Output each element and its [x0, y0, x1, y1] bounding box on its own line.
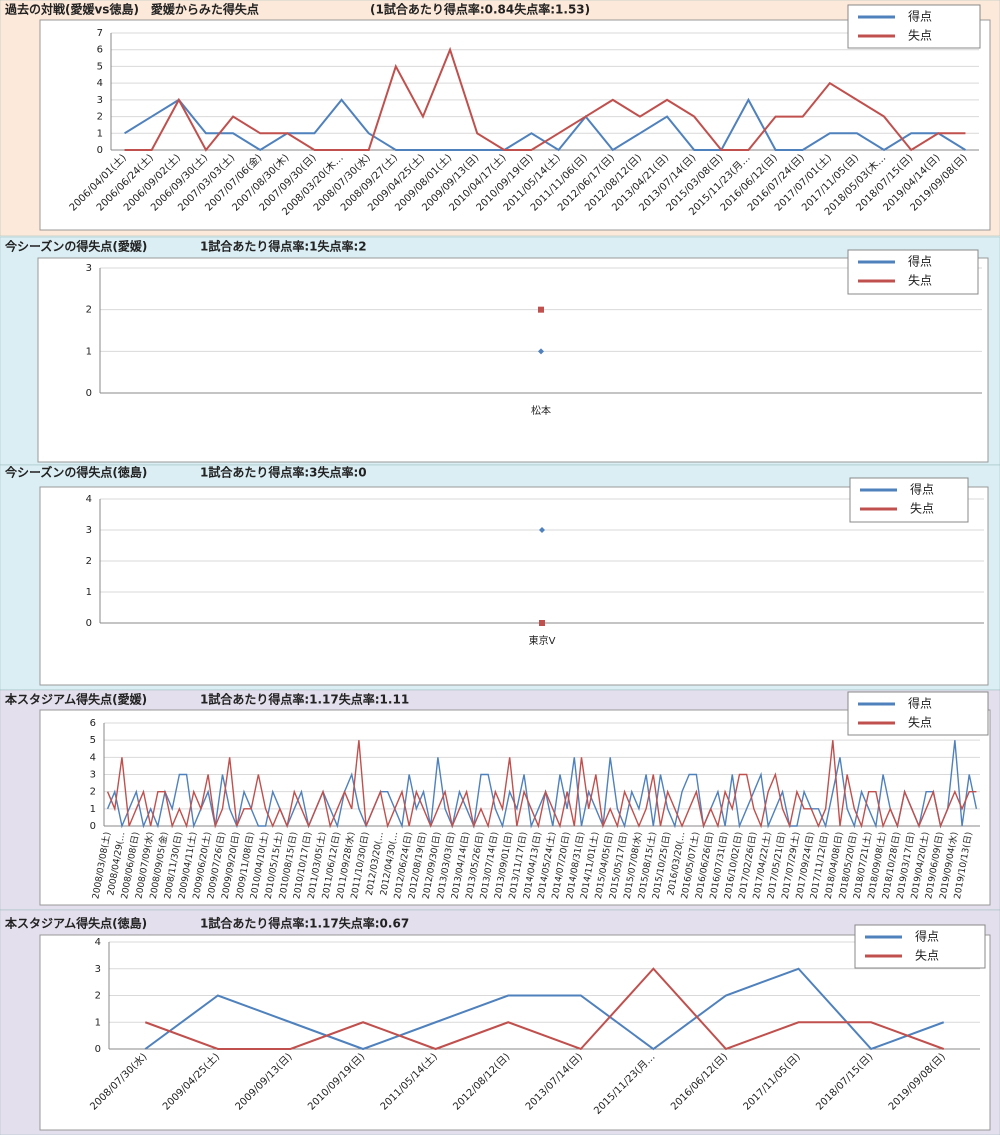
legend-label: 失点 — [908, 28, 932, 43]
y-tick-label: 1 — [86, 346, 92, 357]
legend-box — [847, 249, 979, 295]
series-line — [144, 967, 945, 1051]
chart-title: 今シーズンの得失点(徳島) — [5, 465, 147, 480]
legend-label: 失点 — [910, 501, 934, 516]
y-tick-label: 4 — [90, 752, 96, 763]
legend-label: 得点 — [908, 9, 932, 24]
chart-title: 本スタジアム得失点(徳島) — [4, 916, 147, 931]
chart-subtitle: (1試合あたり得点率:0.84失点率:1.53) — [370, 2, 590, 17]
chart-area — [39, 486, 989, 686]
y-tick-label: 3 — [86, 525, 92, 536]
y-tick-label: 2 — [97, 112, 103, 123]
y-tick-label: 2 — [90, 787, 96, 798]
marker — [538, 306, 544, 313]
legend-label: 得点 — [908, 254, 932, 269]
y-tick-label: 2 — [86, 305, 92, 316]
y-tick-label: 2 — [86, 556, 92, 567]
y-tick-label: 2 — [95, 991, 101, 1002]
series-line — [106, 740, 977, 829]
chart-title: 本スタジアム得失点(愛媛) — [4, 692, 147, 707]
series-line — [144, 967, 945, 1051]
y-tick-label: 0 — [86, 618, 92, 629]
legend-label: 得点 — [910, 482, 934, 497]
chart-subtitle: 1試合あたり得点率:1失点率:2 — [200, 239, 367, 254]
y-tick-label: 4 — [95, 937, 101, 948]
legend-box — [847, 691, 989, 736]
y-tick-label: 1 — [90, 804, 96, 815]
legend-label: 失点 — [908, 273, 932, 288]
y-tick-label: 5 — [90, 735, 96, 746]
series-line — [124, 46, 966, 152]
legend-box — [849, 477, 969, 523]
chart-subtitle: 1試合あたり得点率:3失点率:0 — [200, 465, 367, 480]
legend-label: 得点 — [908, 696, 932, 711]
chart-area — [39, 934, 991, 1131]
y-tick-label: 0 — [90, 821, 96, 832]
y-tick-label: 3 — [95, 964, 101, 975]
marker — [539, 620, 545, 626]
y-tick-label: 1 — [95, 1017, 101, 1028]
legend-label: 失点 — [915, 948, 939, 963]
y-tick-label: 0 — [95, 1044, 101, 1055]
marker — [539, 527, 545, 533]
chart-subtitle: 1試合あたり得点率:1.17失点率:0.67 — [200, 916, 409, 931]
marker — [538, 348, 544, 355]
y-tick-label: 7 — [97, 28, 103, 39]
legend-box — [854, 924, 986, 969]
chart-title: 今シーズンの得失点(愛媛) — [5, 239, 147, 254]
legend-box — [847, 4, 981, 49]
y-tick-label: 6 — [97, 45, 103, 56]
x-tick-label: 松本 — [531, 404, 551, 417]
y-tick-label: 5 — [97, 61, 103, 72]
legend-label: 得点 — [915, 929, 939, 944]
series-line — [106, 740, 978, 829]
y-tick-label: 3 — [97, 95, 103, 106]
chart-area — [37, 257, 989, 463]
chart-title: 過去の対戦(愛媛vs徳島) 愛媛からみた得失点 — [5, 2, 259, 17]
y-tick-label: 1 — [86, 587, 92, 598]
y-tick-label: 6 — [90, 718, 96, 729]
y-tick-label: 3 — [90, 770, 96, 781]
chart-subtitle: 1試合あたり得点率:1.17失点率:1.11 — [200, 692, 409, 707]
y-tick-label: 1 — [97, 128, 103, 139]
legend-label: 失点 — [908, 715, 932, 730]
y-tick-label: 3 — [86, 263, 92, 274]
x-tick-label: 東京V — [529, 634, 556, 647]
y-tick-label: 0 — [86, 388, 92, 399]
y-tick-label: 4 — [97, 78, 103, 89]
y-tick-label: 4 — [86, 494, 92, 505]
y-tick-label: 0 — [97, 145, 103, 156]
